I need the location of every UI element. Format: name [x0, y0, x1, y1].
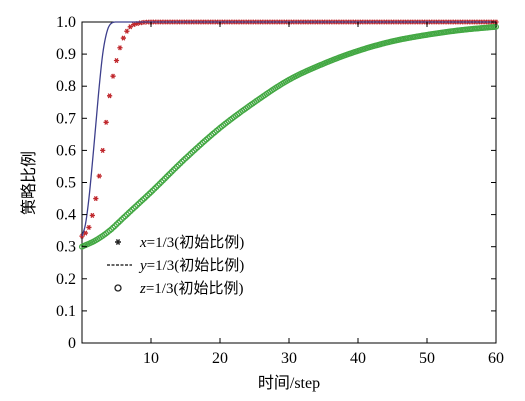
legend-item-x: x=1/3(初始比例)	[115, 234, 244, 251]
x-tick-label: 40	[350, 350, 366, 367]
x-tick-label: 20	[212, 350, 228, 367]
x-tick-label: 60	[488, 350, 504, 367]
series-layer	[78, 19, 500, 250]
y-tick-label: 0.8	[56, 78, 76, 95]
y-tick-label: 0	[68, 335, 76, 352]
series-z	[78, 23, 500, 250]
legend-item-y: y=1/3(初始比例)	[107, 257, 244, 274]
legend-rest: =1/3(初始比例)	[146, 280, 244, 297]
data-point	[100, 147, 106, 153]
y-tick-label: 0.5	[56, 175, 76, 192]
legend-marker-circle	[114, 284, 122, 292]
x-tick-label: 50	[419, 350, 435, 367]
data-point	[103, 119, 109, 125]
x-tick-label: 10	[143, 350, 159, 367]
series-line	[81, 21, 496, 237]
y-tick-label: 0.9	[56, 46, 76, 63]
legend-item-z: z=1/3(初始比例)	[114, 280, 243, 297]
data-point	[96, 173, 102, 179]
y-tick-label: 0.7	[56, 110, 76, 127]
data-point	[117, 45, 123, 51]
data-point	[120, 35, 126, 41]
y-tick-label: 0.3	[56, 239, 76, 256]
x-axis-ticks: 10 20 30 40 50 60	[143, 22, 504, 367]
data-point	[124, 28, 130, 34]
x-tick-label: 30	[281, 350, 297, 367]
x-axis-title: 时间/step	[258, 374, 320, 392]
y-axis-title: 策略比例	[20, 151, 38, 215]
y-tick-label: 0.1	[56, 303, 76, 320]
legend-label: y=1/3(初始比例)	[138, 257, 244, 274]
data-point	[89, 212, 95, 219]
legend-label: z=1/3(初始比例)	[139, 280, 243, 297]
legend-rest: =1/3(初始比例)	[147, 257, 245, 274]
y-tick-label: 0.6	[56, 142, 76, 159]
legend-rest: =1/3(初始比例)	[147, 234, 245, 251]
legend-variable: z	[139, 281, 146, 297]
y-tick-label: 0.4	[56, 207, 76, 224]
legend: x=1/3(初始比例)y=1/3(初始比例)z=1/3(初始比例)	[107, 234, 244, 297]
data-point	[107, 93, 113, 99]
legend-marker-star	[115, 239, 121, 245]
data-point	[113, 57, 120, 64]
series-y	[81, 21, 496, 237]
data-point	[110, 73, 116, 79]
legend-variable: y	[138, 258, 147, 274]
y-tick-label: 0.2	[56, 271, 76, 288]
series-x	[79, 19, 499, 239]
data-point	[127, 24, 133, 30]
y-tick-label: 1.0	[56, 14, 76, 31]
data-point	[93, 195, 99, 202]
y-axis-ticks: 0 0.1 0.2 0.3 0.4 0.5 0.6 0.7 0.8 0.9 1.0	[56, 14, 496, 352]
legend-variable: x	[139, 235, 147, 251]
data-point	[86, 224, 92, 231]
data-point	[82, 230, 89, 236]
legend-label: x=1/3(初始比例)	[139, 234, 244, 251]
